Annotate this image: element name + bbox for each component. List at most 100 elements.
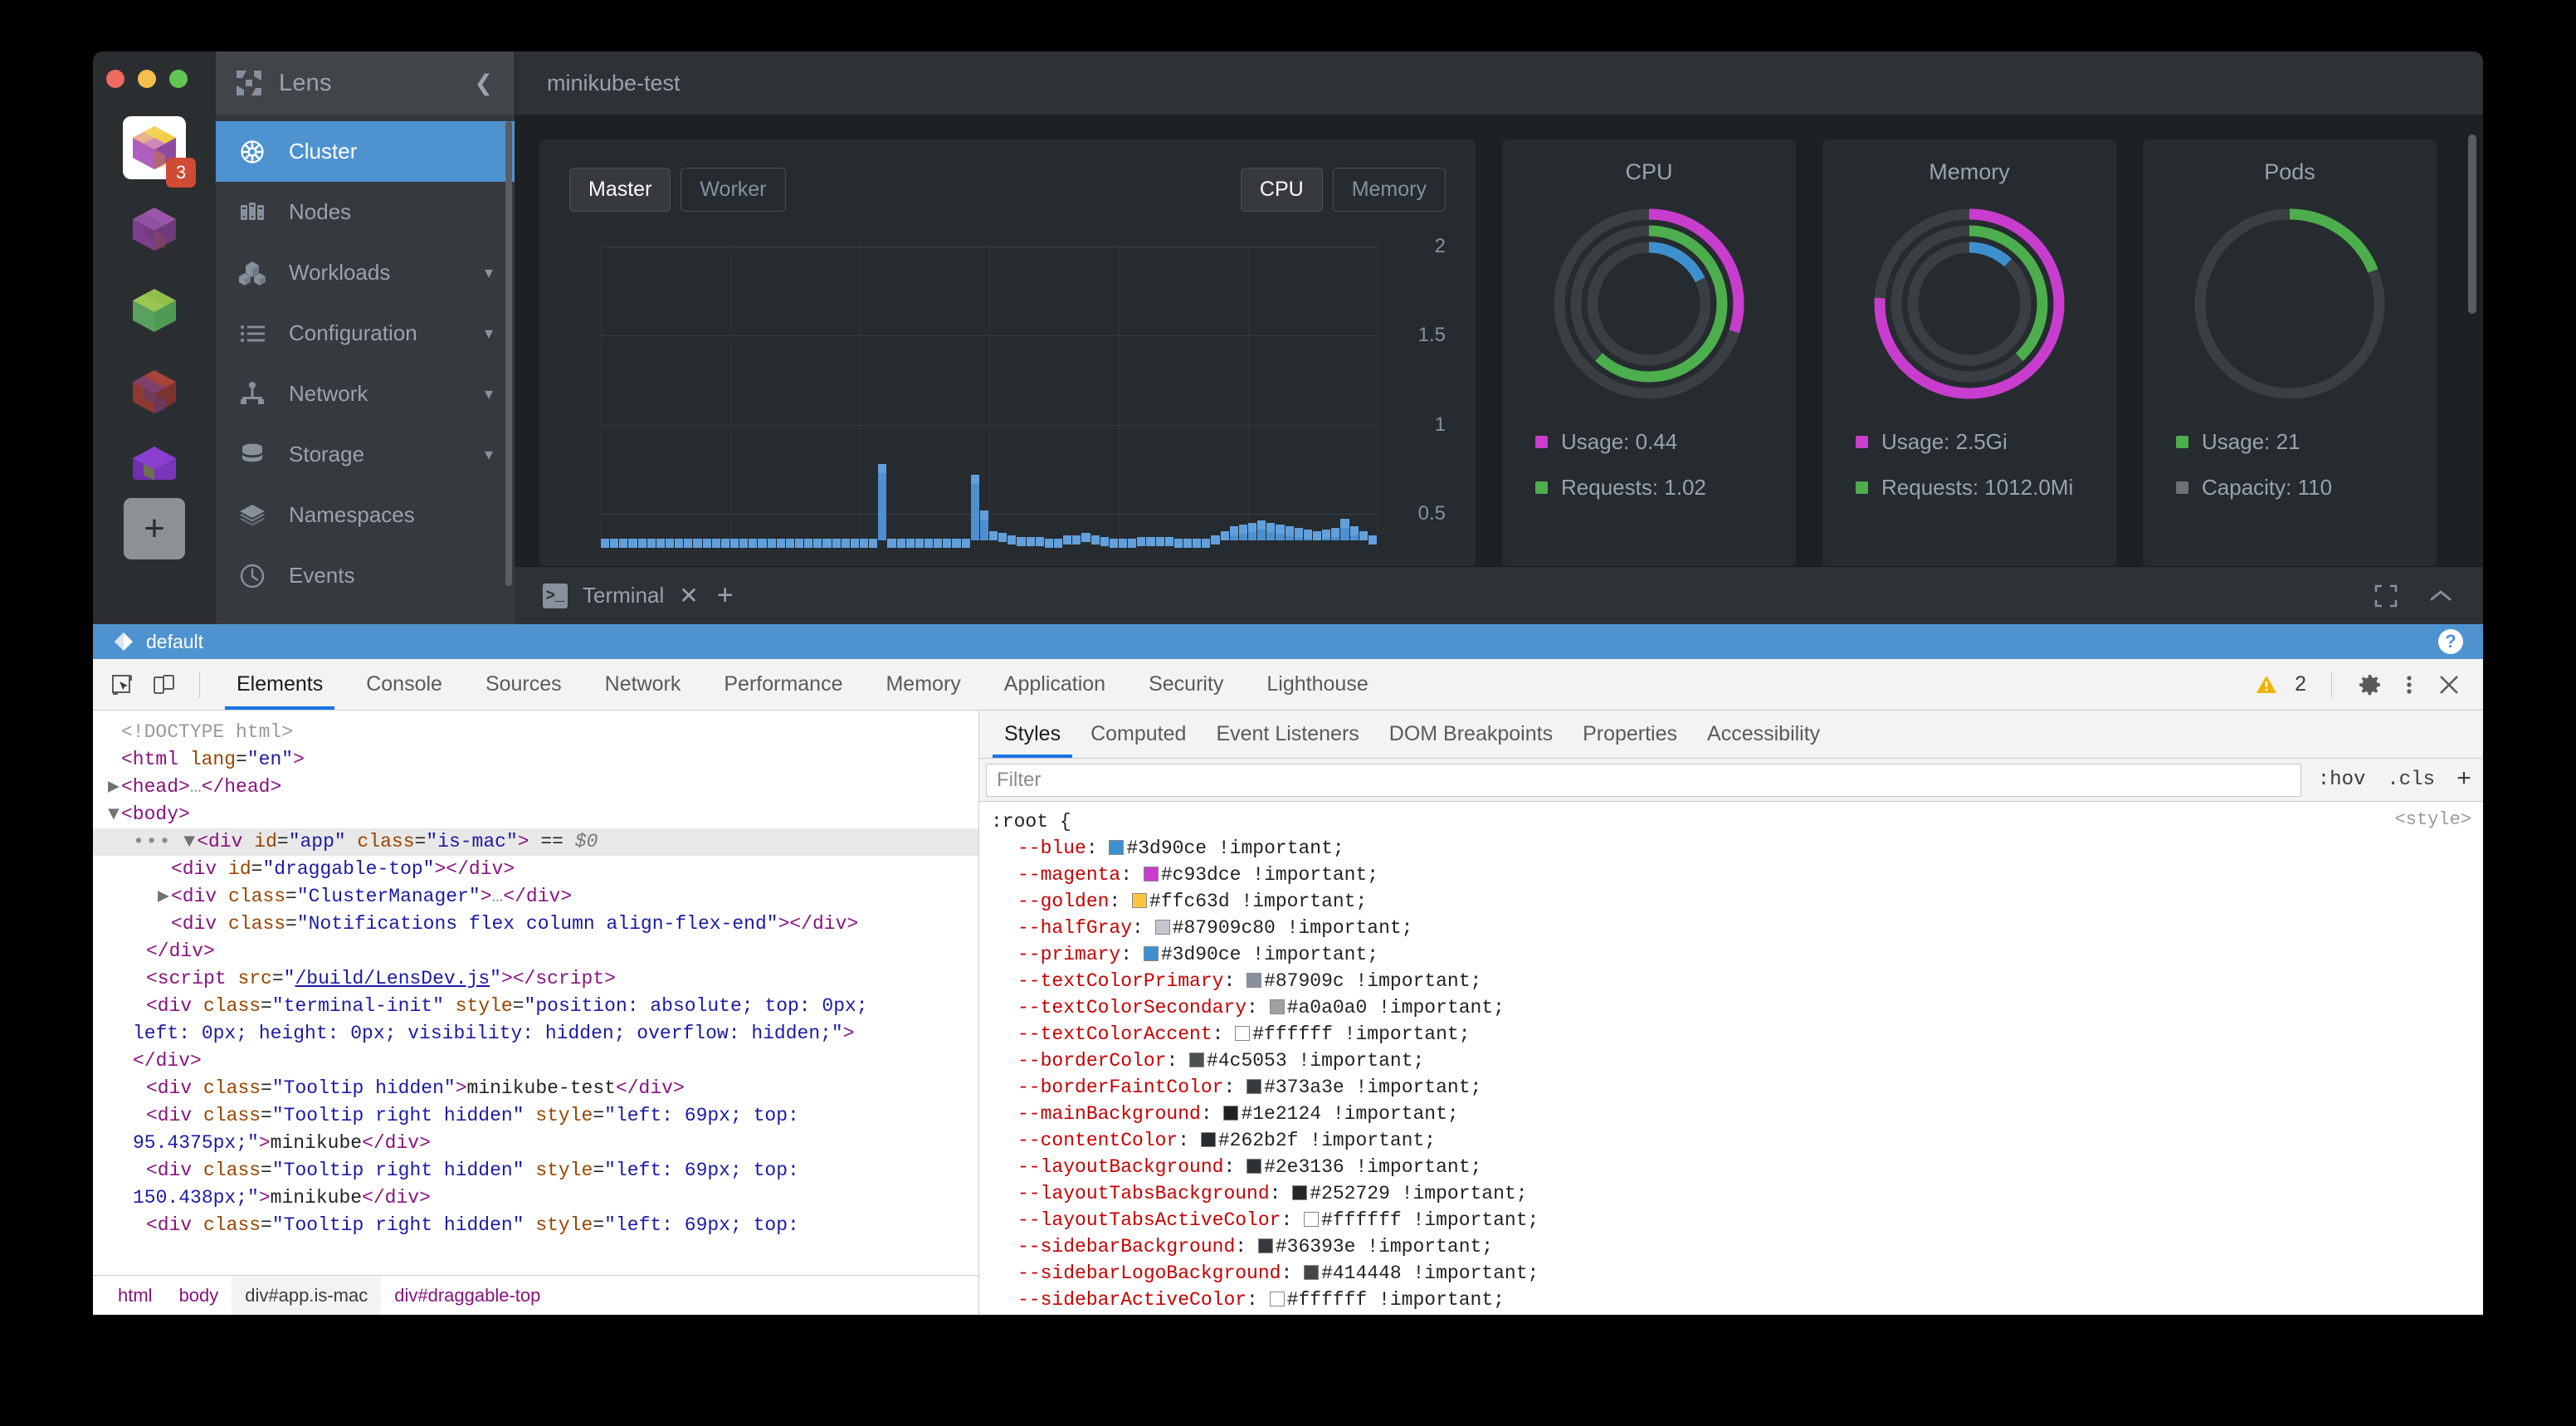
css-property[interactable]: --halfGray [1017,917,1133,939]
css-declaration[interactable]: --borderColor: #4c5053 !important; [1017,1050,1425,1072]
tab-accessibility[interactable]: Accessibility [1707,722,1821,745]
dom-node-line[interactable]: <div class="Tooltip hidden">minikube-tes… [146,1077,685,1099]
css-property[interactable]: --primary [1017,944,1121,965]
filter-worker-button[interactable]: Worker [681,168,786,212]
css-value[interactable]: #ffffff !important; [1252,1023,1471,1045]
css-declaration[interactable]: --sidebarLogoBackground: #414448 !import… [1017,1262,1539,1284]
css-declaration[interactable]: --golden: #ffc63d !important; [1017,891,1368,912]
sidebar-item-workloads[interactable]: Workloads ▾ [216,242,515,303]
tab-lighthouse[interactable]: Lighthouse [1266,672,1368,696]
css-property[interactable]: --sidebarActiveColor [1017,1289,1247,1311]
sidebar-item-configuration[interactable]: Configuration ▾ [216,303,515,364]
styles-filter-input[interactable] [986,763,2301,797]
kebab-menu-icon[interactable] [2398,672,2420,697]
sidebar-item-storage[interactable]: Storage ▾ [216,424,515,485]
color-swatch[interactable] [1247,973,1262,988]
css-declaration[interactable]: --sidebarActiveColor: #ffffff !important… [1017,1289,1505,1311]
css-value[interactable]: #ffffff !important; [1321,1209,1539,1231]
css-declaration[interactable]: --textColorPrimary: #87909c !important; [1017,970,1482,992]
color-swatch[interactable] [1247,1159,1262,1174]
css-property[interactable]: --mainBackground [1017,1103,1201,1125]
css-property[interactable]: --textColorPrimary [1017,970,1224,992]
css-value[interactable]: #4c5053 !important; [1207,1050,1425,1072]
sidebar-item-network[interactable]: Network ▾ [216,364,515,424]
css-value[interactable]: #c93dce !important; [1160,864,1379,886]
color-swatch[interactable] [1304,1212,1320,1227]
tab-security[interactable]: Security [1149,672,1224,696]
dom-tree[interactable]: <!DOCTYPE html> <html lang="en"> ▶<head>…<… [93,711,978,1275]
metric-cpu-button[interactable]: CPU [1240,168,1323,212]
dom-node-line[interactable]: <div class="Tooltip right hidden" style=… [133,1160,799,1209]
hover-state-button[interactable]: :hov [2317,769,2366,791]
tab-network[interactable]: Network [604,672,681,696]
css-value[interactable]: #87909c !important; [1264,970,1482,992]
dom-node-line[interactable]: <html lang="en"> [121,749,305,770]
cluster-icon-4[interactable] [123,360,186,423]
filter-master-button[interactable]: Master [569,168,671,212]
fullscreen-icon[interactable] [2374,584,2398,608]
color-swatch[interactable] [1247,1079,1262,1094]
css-declaration[interactable]: --blue: #3d90ce !important; [1017,838,1344,859]
sidebar-item-cluster[interactable]: Cluster [216,121,515,182]
zoom-window-button[interactable] [169,70,188,88]
sidebar-item-events[interactable]: Events [216,545,515,606]
css-property[interactable]: --sidebarLogoBackground [1017,1262,1281,1284]
breadcrumb-item-selected[interactable]: div#app.is-mac [232,1275,382,1315]
css-value[interactable]: #373a3e !important; [1264,1077,1482,1098]
tab-dom-breakpoints[interactable]: DOM Breakpoints [1388,722,1554,745]
dom-node-line[interactable]: <div class="terminal-init" style="positi… [133,995,868,1072]
css-property[interactable]: --golden [1017,891,1110,912]
css-value[interactable]: #3d90ce !important; [1160,944,1379,965]
css-rules-list[interactable]: <style> :root { --blue: #3d90ce !importa… [979,802,2483,1315]
color-swatch[interactable] [1143,867,1159,881]
color-swatch[interactable] [1109,840,1125,855]
css-value[interactable]: #1e2124 !important; [1241,1103,1459,1125]
css-property[interactable]: --layoutTabsBackground [1017,1183,1270,1204]
css-declaration[interactable]: --sidebarBackground: #36393e !important; [1017,1236,1494,1258]
css-property[interactable]: --borderFaintColor [1017,1077,1224,1098]
class-state-button[interactable]: .cls [2387,769,2435,791]
css-declaration[interactable]: --primary: #3d90ce !important; [1017,944,1379,965]
color-swatch[interactable] [1223,1106,1239,1121]
dom-node-line[interactable]: <div id="draggable-top"></div> [171,858,515,880]
new-style-rule-button[interactable]: + [2456,765,2471,794]
close-icon[interactable]: ✕ [679,583,699,608]
tab-sources[interactable]: Sources [485,672,562,696]
tab-application[interactable]: Application [1003,672,1106,696]
css-declaration[interactable]: --mainBackground: #1e2124 !important; [1017,1103,1459,1125]
dom-node-line[interactable]: <div class="Notifications flex column al… [171,913,859,935]
minimize-window-button[interactable] [138,70,156,88]
css-selector[interactable]: :root { [991,811,1071,833]
cluster-icon-5[interactable] [123,442,186,480]
add-cluster-button[interactable]: + [124,498,185,559]
css-value[interactable]: #a0a0a0 !important; [1286,997,1505,1018]
css-property[interactable]: --sidebarBackground [1017,1236,1236,1258]
css-declaration[interactable]: --textColorSecondary: #a0a0a0 !important… [1017,997,1505,1018]
css-declaration[interactable]: --borderFaintColor: #373a3e !important; [1017,1077,1482,1098]
chevron-left-icon[interactable]: ❮ [474,70,493,95]
color-swatch[interactable] [1304,1265,1320,1280]
tab-console[interactable]: Console [366,672,442,696]
css-declaration[interactable]: --contentColor: #262b2f !important; [1017,1130,1437,1151]
color-swatch[interactable] [1200,1132,1216,1147]
warning-icon[interactable] [2255,673,2278,696]
dom-node-line[interactable]: </div> [146,940,215,962]
cluster-icon-3[interactable] [123,279,186,342]
chevron-down-icon[interactable]: ▾ [484,385,493,403]
css-value[interactable]: #414448 !important; [1321,1262,1539,1284]
color-swatch[interactable] [1189,1052,1205,1067]
breadcrumb-item[interactable]: body [178,1284,219,1306]
close-window-button[interactable] [106,70,124,88]
breadcrumb-item[interactable]: html [118,1284,153,1306]
gear-icon[interactable] [2357,672,2382,697]
css-declaration[interactable]: --layoutTabsActiveColor: #ffffff !import… [1017,1209,1539,1231]
inspect-element-icon[interactable] [108,671,136,699]
color-swatch[interactable] [1154,920,1170,935]
dom-node-line[interactable]: ▼<body> [108,803,190,825]
sidebar-item-namespaces[interactable]: Namespaces [216,485,515,545]
color-swatch[interactable] [1269,1292,1285,1306]
cluster-icon-active[interactable]: 3 [123,116,196,188]
css-value[interactable]: #ffffff !important; [1286,1289,1505,1311]
css-property[interactable]: --textColorAccent [1017,1023,1212,1045]
dom-node-line[interactable]: ▶<head>…</head> [108,776,282,798]
